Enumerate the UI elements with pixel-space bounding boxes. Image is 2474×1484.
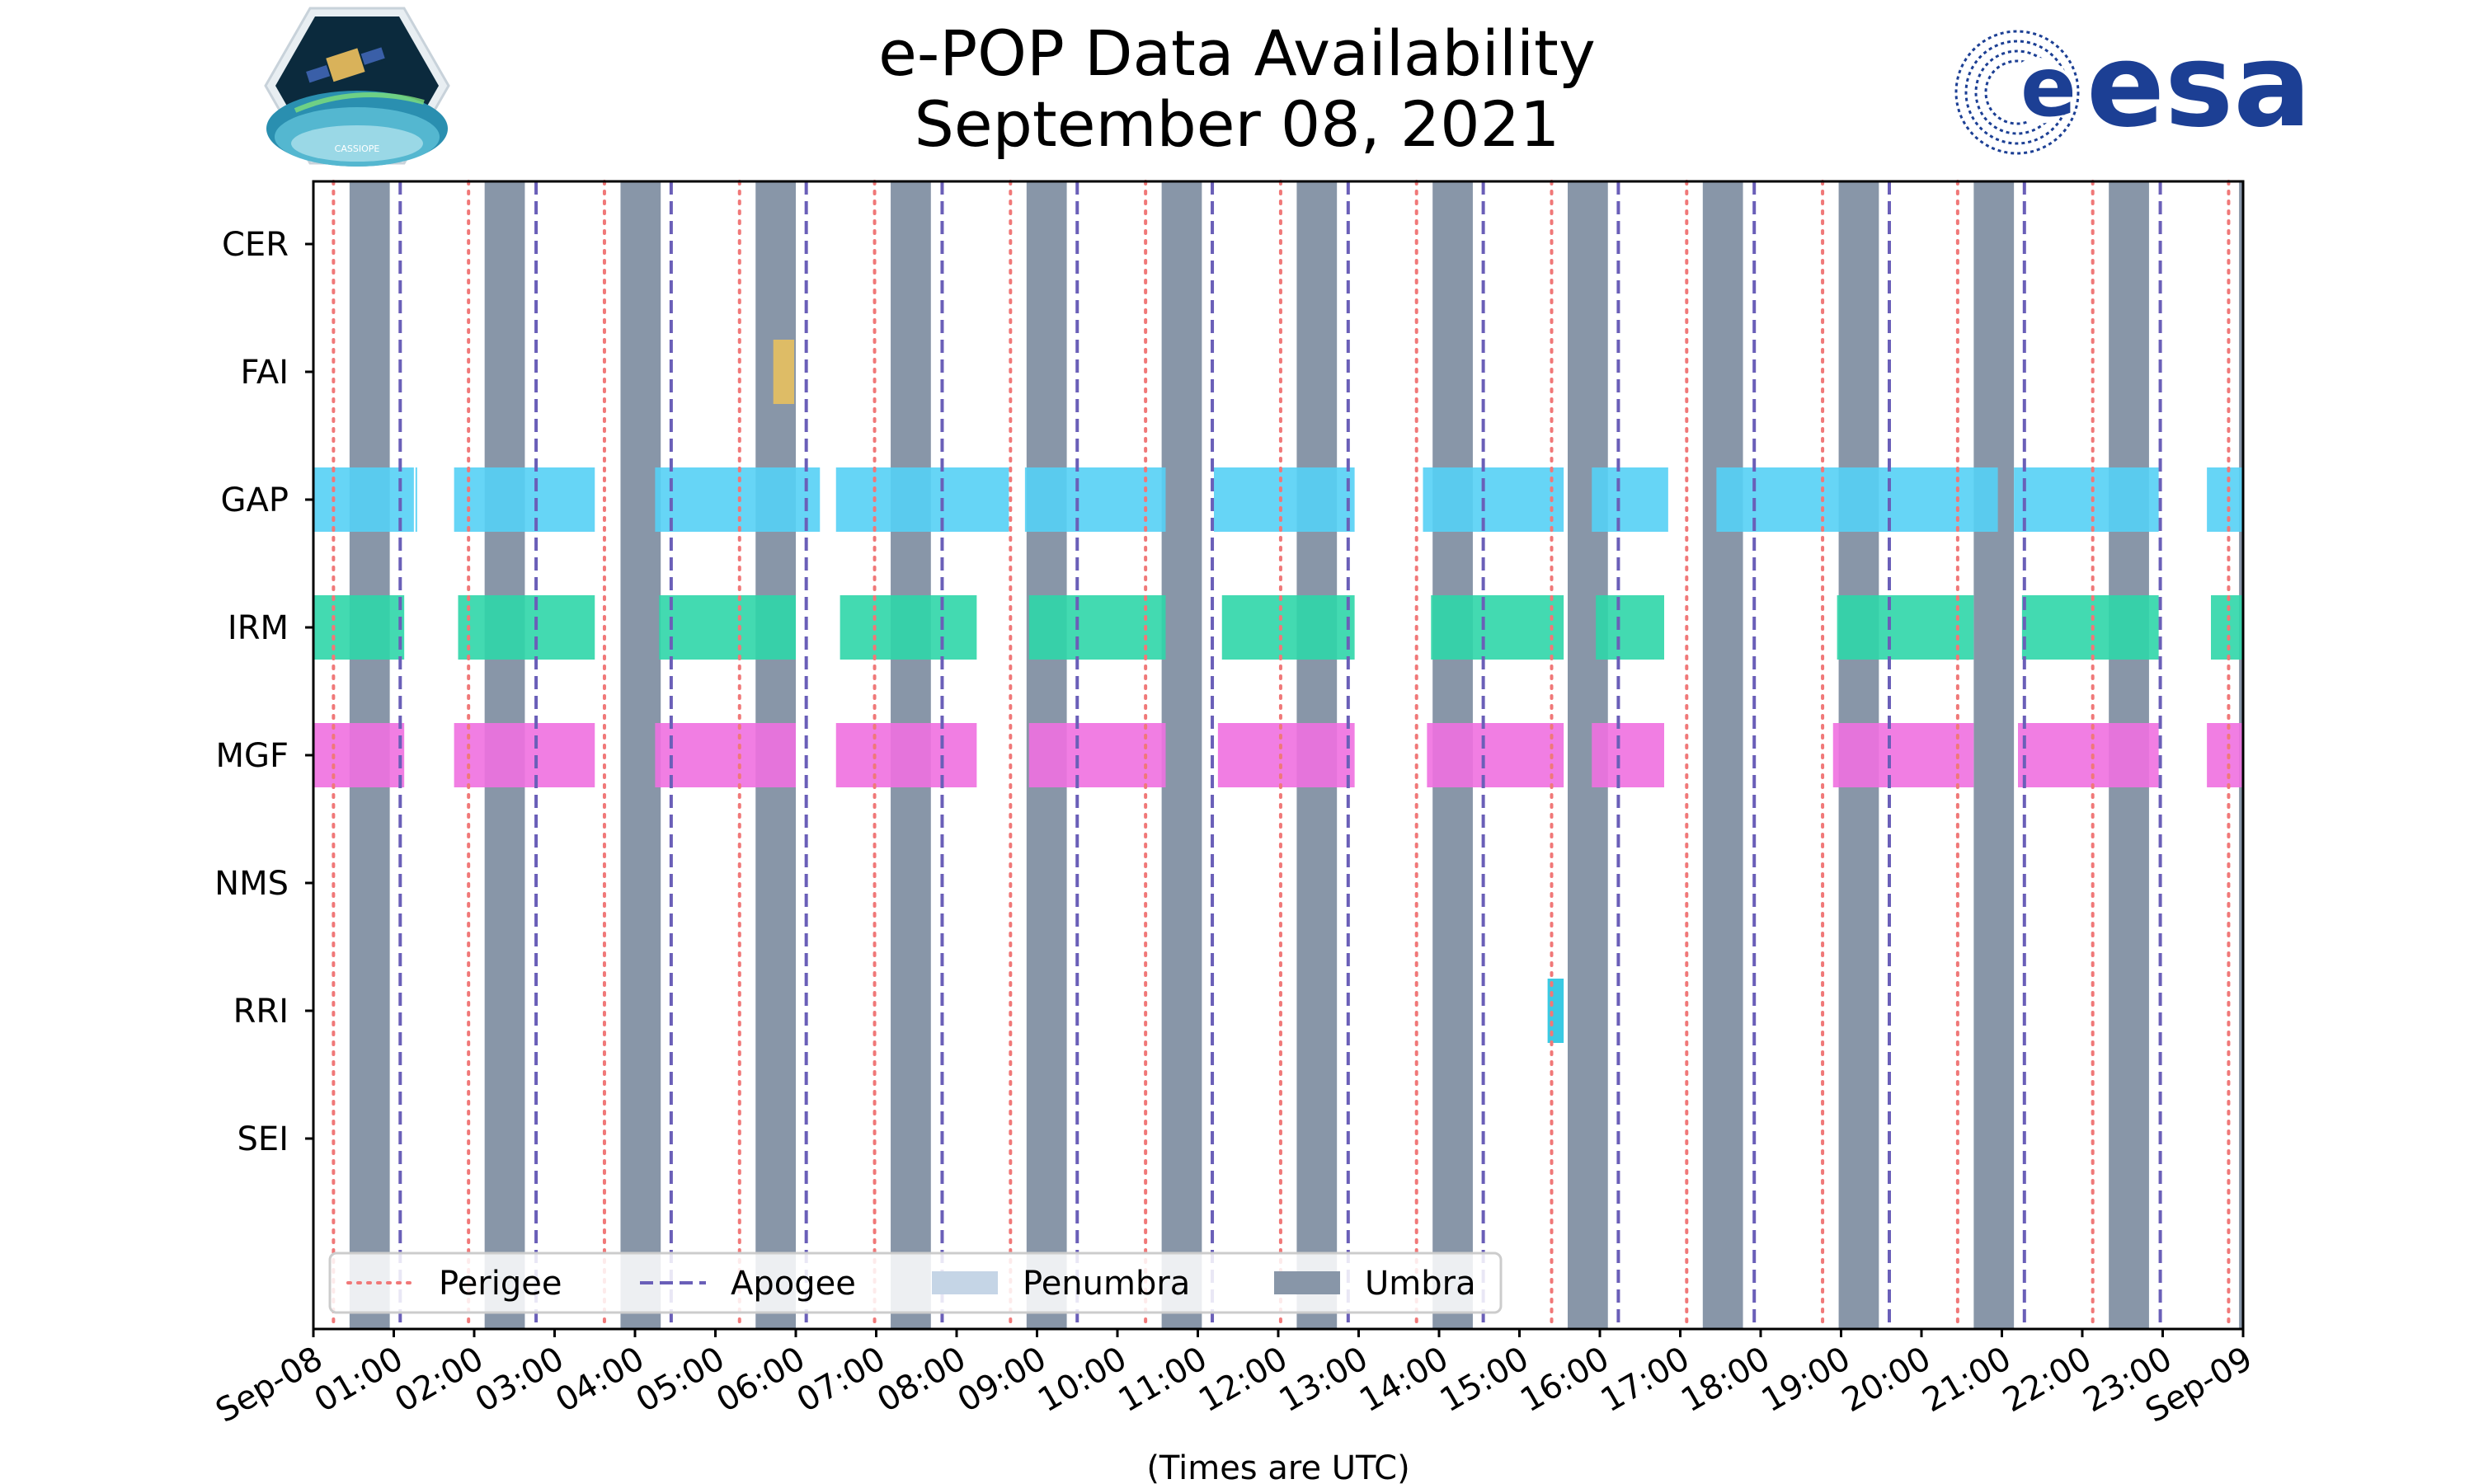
x-axis-label: (Times are UTC)	[1146, 1449, 1409, 1484]
gap-availability-bar	[415, 467, 417, 532]
mgf-availability-bar	[835, 723, 977, 787]
irm-availability-bar	[2021, 595, 2159, 660]
legend-box	[328, 1252, 1503, 1314]
y-tick-label-sei: SEI	[238, 1120, 289, 1158]
mgf-availability-bar	[655, 723, 796, 787]
esa-logo-text: esa	[2086, 20, 2312, 153]
x-tick-label: 15:00	[1434, 1340, 1536, 1420]
y-tick-label-rri: RRI	[233, 993, 289, 1031]
mgf-availability-bar	[1028, 723, 1166, 787]
title-line-2: September 08, 2021	[914, 87, 1560, 161]
x-tick-label: 14:00	[1353, 1340, 1455, 1420]
irm-availability-bar	[1596, 595, 1664, 660]
y-tick-label-mgf: MGF	[215, 737, 289, 775]
x-tick-label: 22:00	[1997, 1340, 2098, 1420]
gap-availability-bar	[1214, 467, 1355, 532]
x-tick-label: 01:00	[308, 1340, 410, 1420]
y-tick-label-gap: GAP	[221, 481, 289, 519]
x-tick-label: 20:00	[1836, 1340, 1937, 1420]
gap-availability-bar	[1423, 467, 1564, 532]
cassiope-logo: CASSIOPE	[264, 7, 450, 167]
y-tick-label-nms: NMS	[214, 865, 289, 903]
x-tick-label: 19:00	[1756, 1340, 1857, 1420]
x-tick-label: 09:00	[952, 1340, 1053, 1420]
gap-availability-bar	[835, 467, 1009, 532]
svg-text:e: e	[2020, 39, 2077, 135]
gap-availability-bar	[1716, 467, 1998, 532]
gap-availability-bar	[1592, 467, 1668, 532]
legend: Perigee Apogee Penumbra Umbra	[328, 1252, 1503, 1314]
x-tick-label: 02:00	[388, 1340, 490, 1420]
mgf-availability-bar	[454, 723, 595, 787]
legend-umbra-label: Umbra	[1365, 1265, 1476, 1303]
irm-availability-bar	[1221, 595, 1355, 660]
legend-perigee-label: Perigee	[439, 1265, 562, 1303]
gap-availability-bar	[454, 467, 595, 532]
irm-availability-bar	[1837, 595, 1974, 660]
x-tick-label: 05:00	[630, 1340, 731, 1420]
mission-logo-text: CASSIOPE	[335, 143, 380, 154]
umbra-band	[1702, 181, 1743, 1329]
irm-availability-bar	[659, 595, 796, 660]
irm-availability-bar	[313, 595, 405, 660]
irm-availability-bar	[1028, 595, 1166, 660]
gap-availability-bar	[313, 467, 414, 532]
irm-availability-bar	[840, 595, 977, 660]
mgf-availability-bar	[1217, 723, 1355, 787]
x-tick-label: 08:00	[871, 1340, 972, 1420]
x-tick-label: 06:00	[710, 1340, 811, 1420]
umbra-band	[1973, 181, 2015, 1329]
gap-availability-bar	[1024, 467, 1166, 532]
gap-availability-bar	[2207, 467, 2243, 532]
y-tick-label-irm: IRM	[228, 609, 289, 647]
umbra-band	[1161, 181, 1202, 1329]
irm-availability-bar	[1431, 595, 1564, 660]
chart-title: e-POP Data Availability September 08, 20…	[0, 18, 2474, 160]
mgf-availability-bar	[1427, 723, 1564, 787]
x-tick-label: 11:00	[1112, 1340, 1214, 1420]
x-tick-label: 16:00	[1514, 1340, 1616, 1420]
x-tick-label: 12:00	[1192, 1340, 1294, 1420]
title-line-1: e-POP Data Availability	[878, 16, 1596, 90]
x-tick-label: 13:00	[1273, 1340, 1375, 1420]
mgf-availability-bar	[313, 723, 405, 787]
esa-logo: e esa	[1954, 20, 2312, 155]
fai-availability-bar	[773, 340, 795, 404]
y-tick-label-fai: FAI	[241, 354, 289, 392]
mgf-availability-bar	[1592, 723, 1664, 787]
y-tick-label-cer: CER	[222, 226, 289, 264]
legend-penumbra-swatch	[932, 1271, 998, 1294]
gap-availability-bar	[655, 467, 821, 532]
mgf-availability-bar	[1832, 723, 1974, 787]
mgf-availability-bar	[2207, 723, 2243, 787]
legend-umbra-swatch	[1274, 1271, 1340, 1294]
x-tick-label: 21:00	[1917, 1340, 2018, 1420]
x-tick-label: 10:00	[1032, 1340, 1133, 1420]
x-tick-label: 04:00	[549, 1340, 651, 1420]
x-tick-label: 07:00	[791, 1340, 892, 1420]
x-tick-label: 17:00	[1595, 1340, 1696, 1420]
x-tick-label: 18:00	[1675, 1340, 1776, 1420]
mgf-availability-bar	[2018, 723, 2159, 787]
gap-availability-bar	[2014, 467, 2159, 532]
umbra-band	[620, 181, 661, 1329]
irm-availability-bar	[458, 595, 595, 660]
legend-penumbra-label: Penumbra	[1023, 1265, 1190, 1303]
legend-apogee-label: Apogee	[731, 1265, 856, 1303]
x-tick-label: 03:00	[469, 1340, 571, 1420]
